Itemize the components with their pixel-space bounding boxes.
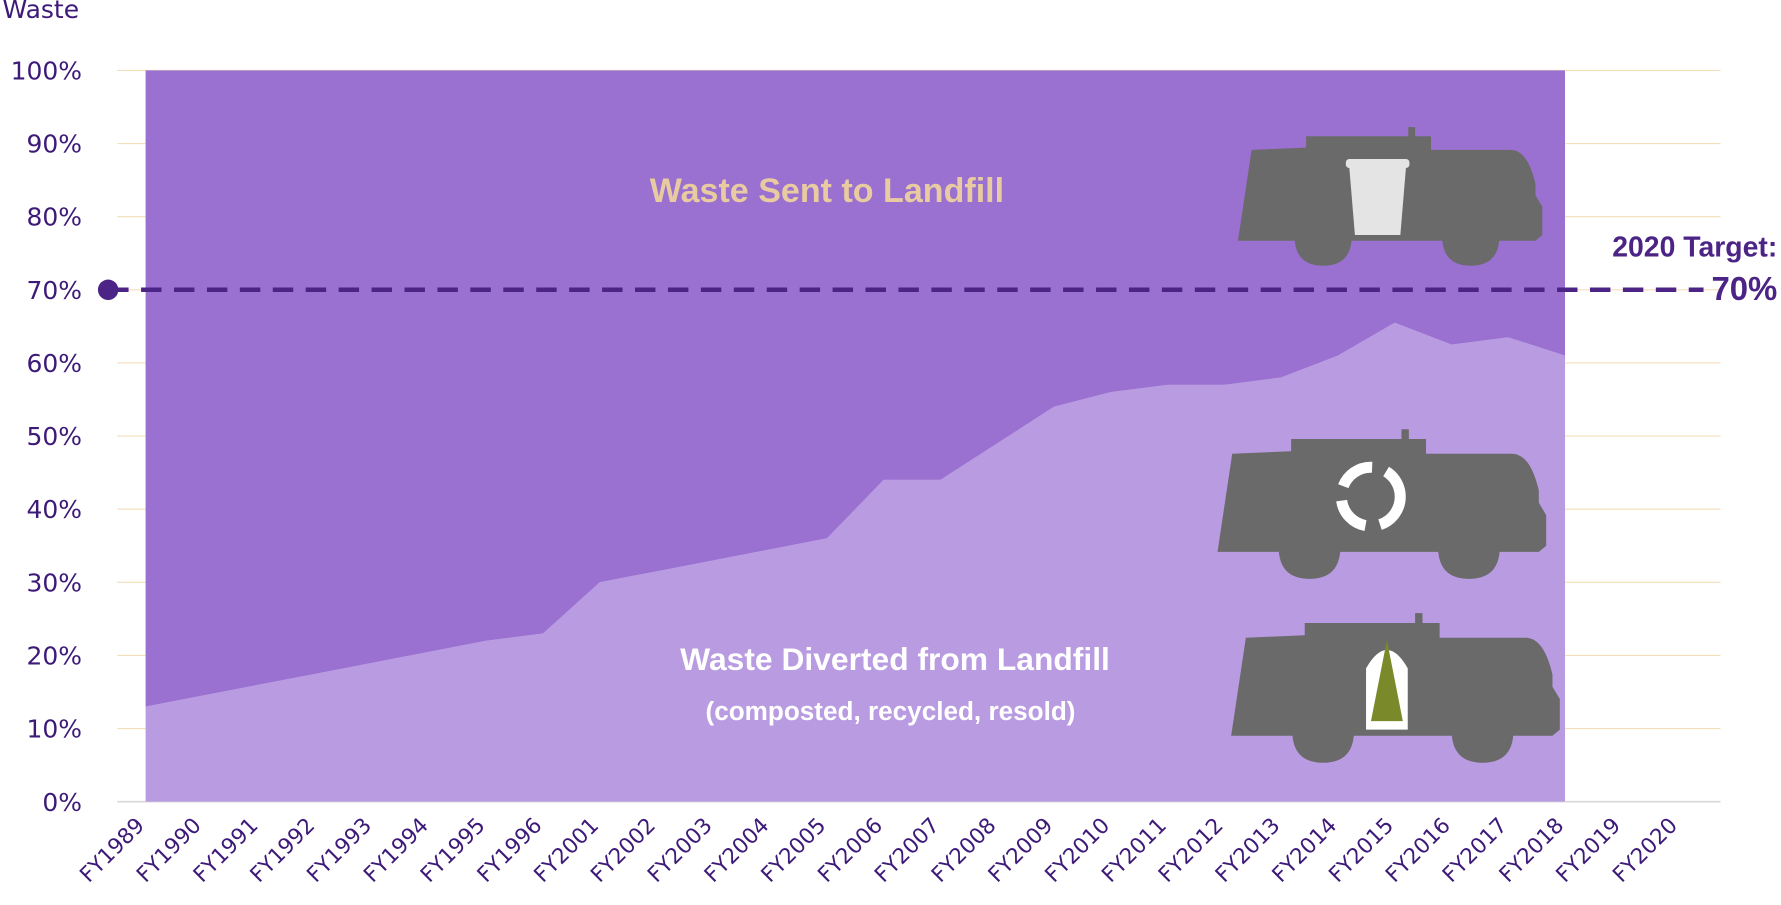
y-tick-label: 90% bbox=[27, 130, 83, 159]
y-tick-label: 40% bbox=[27, 495, 83, 524]
truck-icon bbox=[1231, 613, 1560, 763]
truck-icon bbox=[1237, 127, 1543, 266]
area bbox=[145, 70, 1565, 707]
y-tick-label: 80% bbox=[27, 203, 83, 232]
y-axis-title: Waste bbox=[3, 0, 80, 24]
y-tick-label: 30% bbox=[27, 568, 83, 597]
target-value-label: 70% bbox=[1711, 270, 1777, 307]
y-tick-label: 70% bbox=[27, 276, 83, 305]
y-tick-label: 10% bbox=[27, 715, 83, 744]
area bbox=[145, 322, 1565, 802]
area-note: (composted, recycled, resold) bbox=[706, 696, 1076, 726]
y-tick-label: 50% bbox=[27, 422, 83, 451]
y-tick-label: 60% bbox=[27, 349, 83, 378]
y-tick-label: 20% bbox=[27, 641, 83, 670]
area-label: Waste Diverted from Landfill bbox=[680, 641, 1110, 677]
area-label: Waste Sent to Landfill bbox=[650, 172, 1004, 210]
target-marker bbox=[97, 279, 119, 301]
truck-icon bbox=[1217, 429, 1547, 579]
target-label: 2020 Target: bbox=[1612, 232, 1777, 264]
y-tick-label: 0% bbox=[42, 788, 82, 817]
y-tick-label: 100% bbox=[11, 56, 82, 85]
